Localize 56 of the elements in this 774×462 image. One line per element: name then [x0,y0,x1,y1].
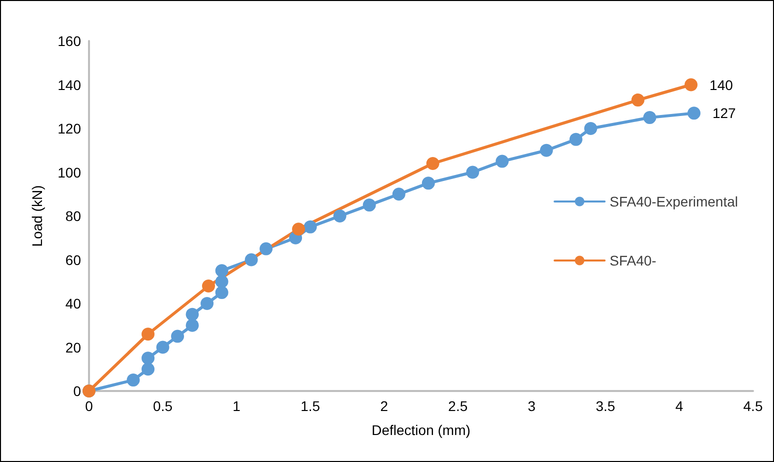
point [200,297,214,310]
point [260,242,273,256]
point [186,308,199,321]
legend-label: SFA40- [610,252,657,268]
point [215,264,228,278]
y-tick-label: 100 [58,164,82,180]
x-tick-label: 2 [380,398,388,414]
y-tick-label: 60 [65,252,82,268]
y-tick-label: 20 [65,339,82,356]
point [186,318,199,332]
x-tick-label: 1.5 [300,398,320,414]
y-tick-label: 140 [58,76,82,93]
y-tick-label: 40 [65,296,82,312]
point [171,330,184,343]
point [126,374,140,387]
y-axis-title: Load (kN) [29,185,45,247]
point [202,280,216,292]
point [333,210,346,222]
point [496,154,509,168]
y-tick-label: 120 [58,120,82,136]
x-tick-label: 1 [232,398,241,414]
data-label: 127 [712,105,736,122]
x-tick-label: 4.5 [743,398,763,414]
point [422,176,435,190]
point [684,78,698,92]
legend-label: SFA40-Experimental [610,194,738,210]
x-tick-label: 3 [528,398,536,414]
point [569,132,582,146]
y-tick-label: 160 [58,33,82,49]
point [215,286,228,300]
point [584,122,598,135]
point [142,362,155,376]
y-tick-label: 80 [65,208,82,224]
point [142,352,155,365]
y-tick-label: 0 [73,383,82,399]
point [466,166,480,179]
x-axis-title: Deflection (mm) [372,422,470,438]
x-tick-label: 4 [675,398,684,414]
point [156,340,170,354]
point [215,275,228,288]
point [304,220,317,234]
point [631,94,644,107]
point [244,253,258,266]
x-tick-label: 0 [85,398,94,414]
point [687,106,700,120]
x-tick-label: 2.5 [448,398,468,414]
point [643,111,656,124]
point [392,188,406,201]
data-label: 140 [710,76,734,93]
point [426,157,440,170]
x-tick-label: 3.5 [596,398,616,414]
point [292,222,306,236]
point [142,328,155,341]
x-tick-label: 0.5 [153,398,173,414]
point [540,144,553,157]
point [362,198,376,212]
